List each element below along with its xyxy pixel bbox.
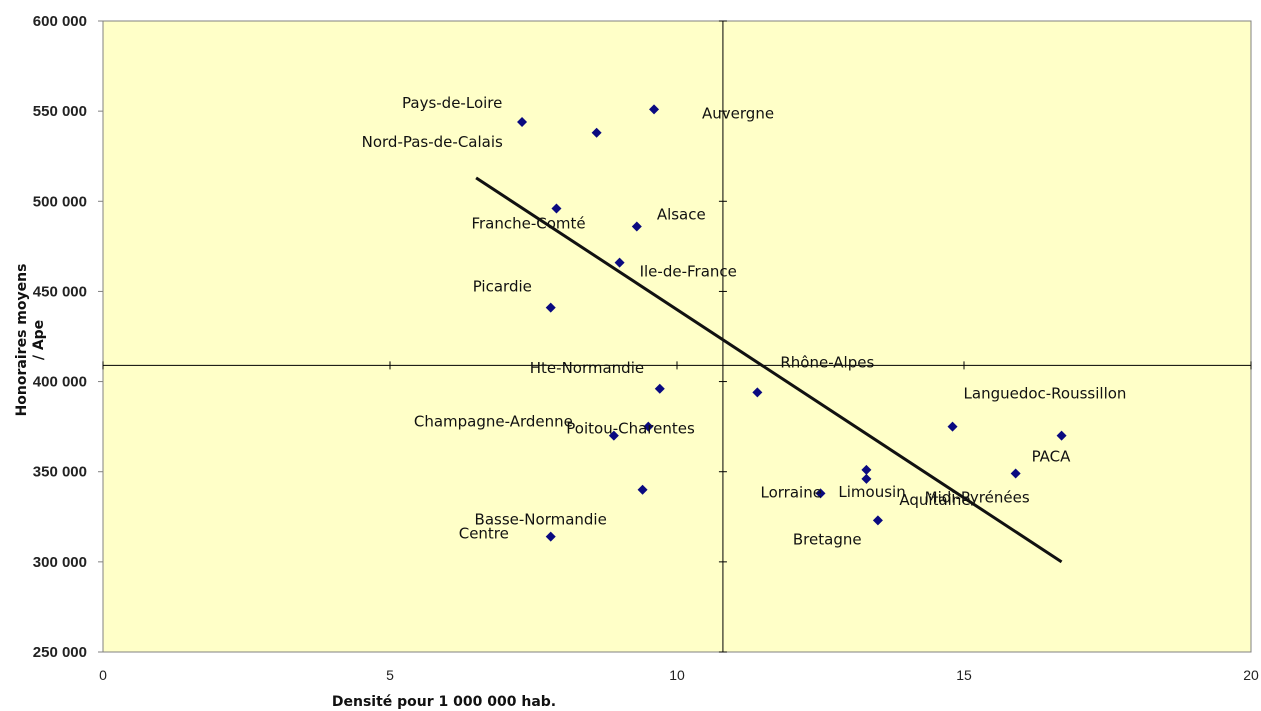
point-label: Centre bbox=[459, 525, 509, 543]
data-point bbox=[947, 421, 958, 432]
point-label: Franche-Comté bbox=[471, 214, 585, 232]
data-point bbox=[517, 116, 528, 127]
point-label: Lorraine bbox=[761, 483, 822, 501]
point-label: Champagne-Ardenne bbox=[414, 413, 573, 431]
y-axis: 250 000 300 000 350 000 400 000 450 000 500 0… bbox=[33, 13, 727, 661]
x-tick-label: 10 bbox=[669, 667, 685, 683]
x-tick-label: 15 bbox=[956, 667, 972, 683]
data-point bbox=[637, 484, 648, 495]
point-label: Languedoc-Roussillon bbox=[964, 385, 1127, 403]
trendline bbox=[475, 176, 1063, 564]
point-label: Alsace bbox=[657, 206, 706, 224]
y-tick-label: 400 000 bbox=[33, 374, 87, 391]
data-point bbox=[752, 387, 763, 398]
data-point bbox=[608, 430, 619, 441]
y-tick-label: 250 000 bbox=[33, 644, 87, 661]
x-tick-label: 5 bbox=[386, 667, 394, 683]
x-tick-label: 20 bbox=[1243, 667, 1259, 683]
data-point bbox=[643, 421, 654, 432]
point-label: Midi-Pyrénées bbox=[925, 489, 1030, 507]
point-label: Picardie bbox=[473, 278, 532, 296]
x-tick-label: 0 bbox=[99, 667, 107, 683]
point-label: Limousin bbox=[838, 483, 905, 501]
y-axis-title-line1: Honoraires moyens bbox=[14, 264, 30, 417]
plot-area bbox=[102, 20, 1252, 653]
y-axis-title-line2: / Ape bbox=[31, 320, 47, 360]
point-label: Auvergne bbox=[702, 104, 774, 122]
x-axis-title: Densité pour 1 000 000 hab. bbox=[332, 694, 556, 710]
point-label: Hte-Normandie bbox=[530, 359, 644, 377]
data-point bbox=[1010, 468, 1021, 479]
data-point bbox=[1056, 430, 1067, 441]
point-labels: Pays-de-Loire Nord-Pas-de-Calais Auvergne F… bbox=[362, 94, 1127, 548]
point-label: Basse-Normandie bbox=[475, 511, 607, 529]
point-label: Aquitaine bbox=[899, 491, 970, 509]
y-tick-label: 350 000 bbox=[33, 464, 87, 481]
data-point bbox=[649, 104, 660, 115]
data-point bbox=[545, 531, 556, 542]
point-label: Ile-de-France bbox=[640, 263, 737, 281]
y-axis-title: Honoraires moyens/ Ape bbox=[14, 264, 47, 417]
data-points bbox=[517, 104, 1067, 542]
data-point bbox=[545, 302, 556, 313]
y-tick-label: 300 000 bbox=[33, 554, 87, 571]
point-label: Poitou-Charentes bbox=[566, 420, 695, 438]
point-label: Bretagne bbox=[793, 530, 862, 548]
data-point bbox=[654, 383, 665, 394]
point-label: Rhône-Alpes bbox=[780, 353, 874, 371]
y-tick-label: 500 000 bbox=[33, 193, 87, 210]
point-label: PACA bbox=[1032, 448, 1072, 466]
data-point bbox=[614, 257, 625, 268]
data-point bbox=[861, 473, 872, 484]
data-point bbox=[872, 515, 883, 526]
data-point bbox=[551, 203, 562, 214]
data-point bbox=[861, 464, 872, 475]
point-label: Nord-Pas-de-Calais bbox=[362, 133, 503, 151]
data-point bbox=[631, 221, 642, 232]
data-point bbox=[591, 127, 602, 138]
y-tick-label: 450 000 bbox=[33, 283, 87, 300]
y-tick-label: 550 000 bbox=[33, 103, 87, 120]
point-label: Pays-de-Loire bbox=[402, 94, 502, 112]
y-tick-label: 600 000 bbox=[33, 13, 87, 30]
data-point bbox=[815, 488, 826, 499]
